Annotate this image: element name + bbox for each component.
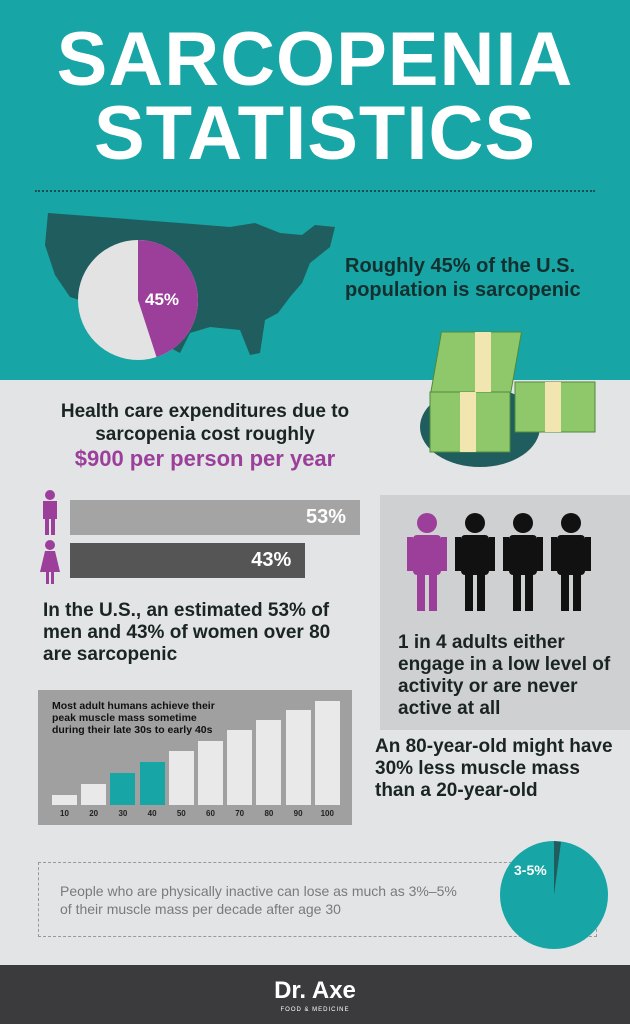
peak-tick-label: 10 — [60, 809, 69, 818]
population-text: Roughly 45% of the U.S. population is sa… — [345, 255, 581, 301]
inactive-pie — [500, 841, 608, 949]
peak-tick-label: 40 — [147, 809, 157, 818]
brand-tagline: FOOD & MEDICINE — [280, 1007, 350, 1013]
brand-logo: Dr. Axe — [274, 977, 356, 1004]
peak-tick-label: 70 — [235, 809, 245, 818]
peak-bar-10 — [52, 794, 77, 805]
title-line-2: STATISTICS — [93, 91, 537, 176]
man-icon — [40, 490, 60, 535]
title-line-1: SARCOPENIA — [56, 17, 574, 102]
pie-slice-45 — [138, 240, 198, 358]
cost-highlight: $900 per person per year — [74, 446, 336, 471]
peak-tick-label: 50 — [176, 809, 186, 818]
peak-bar-70 — [227, 730, 253, 805]
gender-text: In the U.S., an estimated 53% of men and… — [43, 600, 331, 665]
peak-bar-90 — [285, 710, 311, 805]
bar-women: 43% — [70, 543, 306, 578]
bar-men: 53% — [70, 500, 360, 535]
peak-bar-20 — [81, 784, 107, 805]
peak-tick-label: 90 — [293, 809, 303, 818]
peak-chart-title: Most adult humans achieve their peak mus… — [52, 700, 215, 736]
money-stack-icon — [420, 331, 596, 467]
person-icon — [407, 513, 447, 611]
activity-text: 1 in 4 adults either engage in a low lev… — [398, 632, 611, 719]
peak-bar-50 — [168, 750, 194, 805]
inactive-text: People who are physically inactive can l… — [60, 883, 457, 917]
activity-panel — [380, 495, 630, 730]
peak-tick-label: 100 — [320, 809, 334, 818]
peak-tick-label: 60 — [206, 809, 215, 818]
peak-bar-100 — [314, 701, 340, 805]
person-icon — [551, 513, 591, 611]
peak-tick-label: 80 — [264, 809, 274, 818]
people-icons — [407, 513, 591, 611]
footer: Dr. Axe FOOD & MEDICINE — [0, 965, 630, 1024]
person-icon — [455, 513, 495, 611]
peak-tick-label: 20 — [89, 809, 99, 818]
inactive-pie-label: 3-5% — [514, 862, 547, 878]
woman-icon — [38, 540, 62, 585]
peak-bar-40 — [139, 762, 165, 805]
peak-tick-label: 30 — [118, 809, 128, 818]
peak-bar-30 — [110, 772, 136, 805]
peak-bar-60 — [198, 740, 223, 805]
cost-text: Health care expenditures due to sarcopen… — [60, 401, 350, 445]
divider — [35, 190, 595, 192]
population-pie-label: 45% — [145, 290, 180, 309]
population-pie — [78, 240, 198, 360]
peak-bar-80 — [256, 719, 282, 805]
pie-slice-3-5 — [554, 841, 561, 895]
person-icon — [503, 513, 543, 611]
age-compare-text: An 80-year-old might have 30% less muscl… — [375, 736, 613, 801]
